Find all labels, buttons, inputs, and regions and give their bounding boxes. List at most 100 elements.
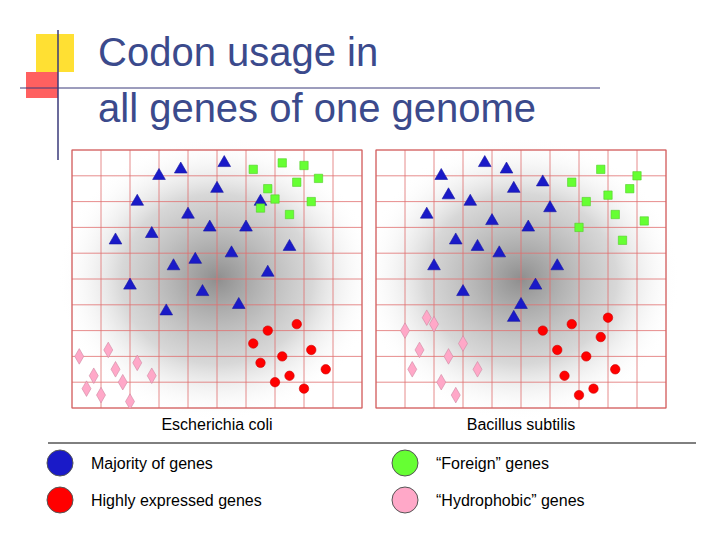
point [264,185,272,193]
point [560,371,569,380]
chart-title: Escherichia coli [161,416,272,433]
plot-frame [72,150,362,408]
legend-label: Highly expressed genes [91,492,262,509]
point [145,227,158,238]
point [89,368,98,384]
point [568,178,576,186]
grid-line-y [376,279,666,280]
point [604,191,612,199]
point [486,214,499,225]
point [124,278,137,289]
legend-item: Majority of genes [47,450,213,476]
point [589,384,598,393]
point [299,384,308,393]
point [249,339,258,348]
point [529,278,542,289]
point [515,297,528,308]
point [582,197,590,205]
point [408,362,417,378]
point [442,188,455,199]
point [574,390,583,399]
point [256,358,265,367]
legend-item: “Foreign” genes [392,450,549,476]
plot-frame [376,150,666,408]
point [435,168,448,179]
point [196,285,209,296]
point [118,374,127,390]
point [538,326,547,335]
point [240,220,253,231]
point [160,304,173,315]
chart-title: Bacillus subtilis [467,416,575,433]
point [271,195,279,203]
point [225,246,238,257]
point [133,355,142,371]
deco-square [36,34,74,72]
point [270,377,279,386]
point [553,345,562,354]
point [507,310,520,321]
point [307,345,316,354]
grid-line-y [72,201,362,202]
point [285,210,293,218]
point [459,336,468,352]
grid-line-y [376,201,666,202]
point [633,172,641,180]
deco-line [57,30,59,160]
point [261,265,274,276]
chart [58,137,377,421]
point [437,374,446,390]
point [97,387,106,403]
slide-title: Codon usage in all genes of one genome [98,30,536,130]
grid-line-y [72,356,362,357]
legend-item: Highly expressed genes [47,487,262,513]
grid-line-y [72,253,362,254]
series [249,319,331,393]
legend: Majority of genes “Foreign” genes Highly e… [47,450,585,513]
shadow [58,137,377,421]
point [449,233,462,244]
point [174,162,187,173]
point [401,323,410,339]
legend-swatch [392,487,418,513]
legend-item: “Hydrophobic” genes [392,487,585,513]
grid-line-y [72,227,362,228]
legend-label: “Hydrophobic” genes [436,492,585,509]
points [401,156,649,403]
point [292,319,301,328]
point [457,285,470,296]
series [401,310,482,403]
point [420,207,433,218]
legend-swatch [47,487,73,513]
grid-line-y [376,330,666,331]
grid-line-y [72,279,362,280]
legend-swatch [47,450,73,476]
grid [376,150,666,408]
point [147,368,156,384]
point [256,204,264,212]
grid [72,150,362,408]
point [203,220,216,231]
slide-title-line: all genes of one genome [98,86,536,130]
point [218,156,231,167]
point [126,394,135,408]
point [314,174,322,182]
point [428,259,441,270]
deco-square [26,72,58,98]
point [211,181,224,192]
legend-label: “Foreign” genes [436,455,549,472]
point [321,365,330,374]
point [626,185,634,193]
shadow [362,137,681,421]
point [109,233,122,244]
point [567,319,576,328]
point [415,342,424,358]
point [444,349,453,365]
slide-title-line: Codon usage in [98,30,378,74]
slide: Codon usage in all genes of one genome Esc… [0,0,720,540]
points [75,156,331,408]
point [249,165,257,173]
point [493,246,506,257]
legend-swatch [392,450,418,476]
point [582,352,591,361]
